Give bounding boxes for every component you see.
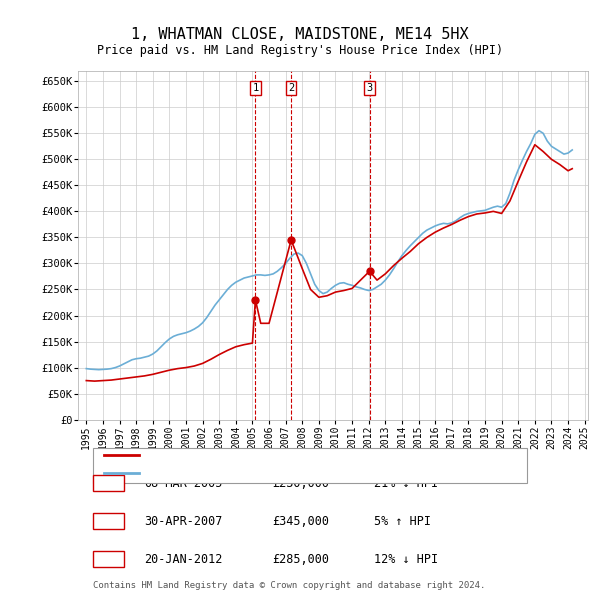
Text: 2: 2 [288, 83, 294, 93]
Text: Contains HM Land Registry data © Crown copyright and database right 2024.: Contains HM Land Registry data © Crown c… [94, 581, 485, 590]
Text: 20-JAN-2012: 20-JAN-2012 [145, 553, 223, 566]
Text: 30-APR-2007: 30-APR-2007 [145, 514, 223, 527]
Text: 1: 1 [252, 83, 259, 93]
Text: 21% ↓ HPI: 21% ↓ HPI [374, 477, 438, 490]
FancyBboxPatch shape [94, 551, 124, 567]
Text: 5% ↑ HPI: 5% ↑ HPI [374, 514, 431, 527]
FancyBboxPatch shape [94, 475, 124, 491]
Text: 12% ↓ HPI: 12% ↓ HPI [374, 553, 438, 566]
Text: 3: 3 [367, 83, 373, 93]
FancyBboxPatch shape [94, 513, 124, 529]
Text: £285,000: £285,000 [272, 553, 329, 566]
Text: 1: 1 [105, 477, 112, 490]
Text: £345,000: £345,000 [272, 514, 329, 527]
Text: 1, WHATMAN CLOSE, MAIDSTONE, ME14 5HX: 1, WHATMAN CLOSE, MAIDSTONE, ME14 5HX [131, 27, 469, 41]
Text: 08-MAR-2005: 08-MAR-2005 [145, 477, 223, 490]
Text: Price paid vs. HM Land Registry's House Price Index (HPI): Price paid vs. HM Land Registry's House … [97, 44, 503, 57]
Text: 3: 3 [105, 553, 112, 566]
FancyBboxPatch shape [94, 448, 527, 483]
Text: £230,000: £230,000 [272, 477, 329, 490]
Text: 2: 2 [105, 514, 112, 527]
Text: HPI: Average price, detached house, Maidstone: HPI: Average price, detached house, Maid… [149, 468, 431, 478]
Text: 1, WHATMAN CLOSE, MAIDSTONE, ME14 5HX (detached house): 1, WHATMAN CLOSE, MAIDSTONE, ME14 5HX (d… [149, 450, 487, 460]
